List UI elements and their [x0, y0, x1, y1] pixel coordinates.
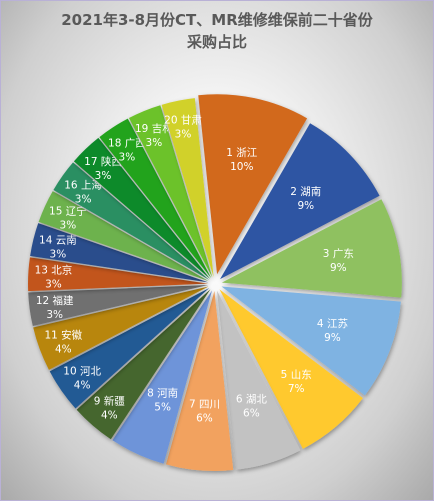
pie-slice [73, 137, 211, 279]
pie-slice [166, 290, 234, 471]
slice-percent: 3% [119, 151, 136, 163]
slice-percent: 6% [196, 412, 213, 424]
slice-percent: 3% [50, 248, 67, 260]
pie-slice [53, 162, 210, 280]
slice-percent: 7% [288, 383, 305, 395]
slice-label: 10 河北 [63, 365, 101, 377]
slice-percent: 5% [154, 401, 171, 413]
pie-slice [33, 286, 209, 370]
slice-percent: 3% [60, 220, 77, 232]
pie-slice [161, 98, 214, 278]
pie-slice [49, 287, 210, 409]
pie-slice [220, 123, 380, 280]
slice-label: 15 辽宁 [49, 205, 87, 218]
pie-slice [99, 118, 212, 279]
pie-slice [217, 290, 301, 470]
slice-label: 20 甘肃 [164, 113, 202, 126]
slice-label: 6 湖北 [236, 393, 268, 405]
pie-slice [112, 290, 213, 464]
slice-percent: 9% [297, 200, 314, 212]
slice-label: 9 新疆 [94, 394, 126, 407]
slice-label: 8 河南 [147, 386, 178, 399]
slice-percent: 10% [230, 161, 253, 173]
slice-label: 18 广西 [108, 137, 146, 149]
slice-label: 19 吉林 [135, 122, 173, 135]
slice-percent: 4% [101, 409, 118, 421]
slice-label: 3 广东 [323, 247, 354, 260]
slice-percent: 3% [46, 309, 63, 321]
slice-percent: 3% [175, 128, 192, 140]
pie-slice [221, 286, 401, 396]
slice-label: 13 北京 [35, 264, 73, 277]
slice-percent: 9% [324, 332, 341, 344]
pie-slice [38, 191, 209, 282]
slice-percent: 3% [45, 279, 62, 291]
pie-slice [221, 199, 402, 298]
slice-label: 17 陕西 [84, 155, 122, 168]
slice-label: 11 安徽 [44, 328, 82, 341]
pie-slice [219, 289, 363, 449]
chart-title-line2: 采购占比 [186, 33, 247, 51]
pie-slice [30, 223, 209, 283]
slice-label: 7 四川 [189, 398, 220, 410]
slice-percent: 3% [95, 170, 112, 182]
slice-label: 2 湖南 [290, 185, 321, 198]
pie-slice [198, 94, 308, 275]
slice-percent: 4% [55, 343, 72, 355]
slice-percent: 3% [146, 137, 163, 149]
pie-slice [76, 289, 211, 440]
slice-label: 16 上海 [64, 178, 102, 191]
slice-label: 14 云南 [39, 233, 77, 246]
slice-percent: 9% [330, 262, 347, 274]
slice-percent: 6% [243, 407, 260, 419]
slice-label: 12 福建 [36, 294, 74, 307]
pie-slice [28, 257, 209, 292]
slice-label: 1 浙江 [226, 147, 258, 159]
pie-slice [128, 105, 213, 278]
slice-label: 4 江苏 [317, 317, 348, 330]
slice-percent: 4% [74, 379, 91, 391]
slice-percent: 3% [75, 193, 92, 205]
chart-title-line1: 2021年3-8月份CT、MR维修维保前二十省份 [61, 11, 373, 29]
pie-slice [28, 284, 209, 327]
slice-label: 5 山东 [281, 368, 312, 381]
chart-title: 2021年3-8月份CT、MR维修维保前二十省份 采购占比 [1, 9, 433, 53]
